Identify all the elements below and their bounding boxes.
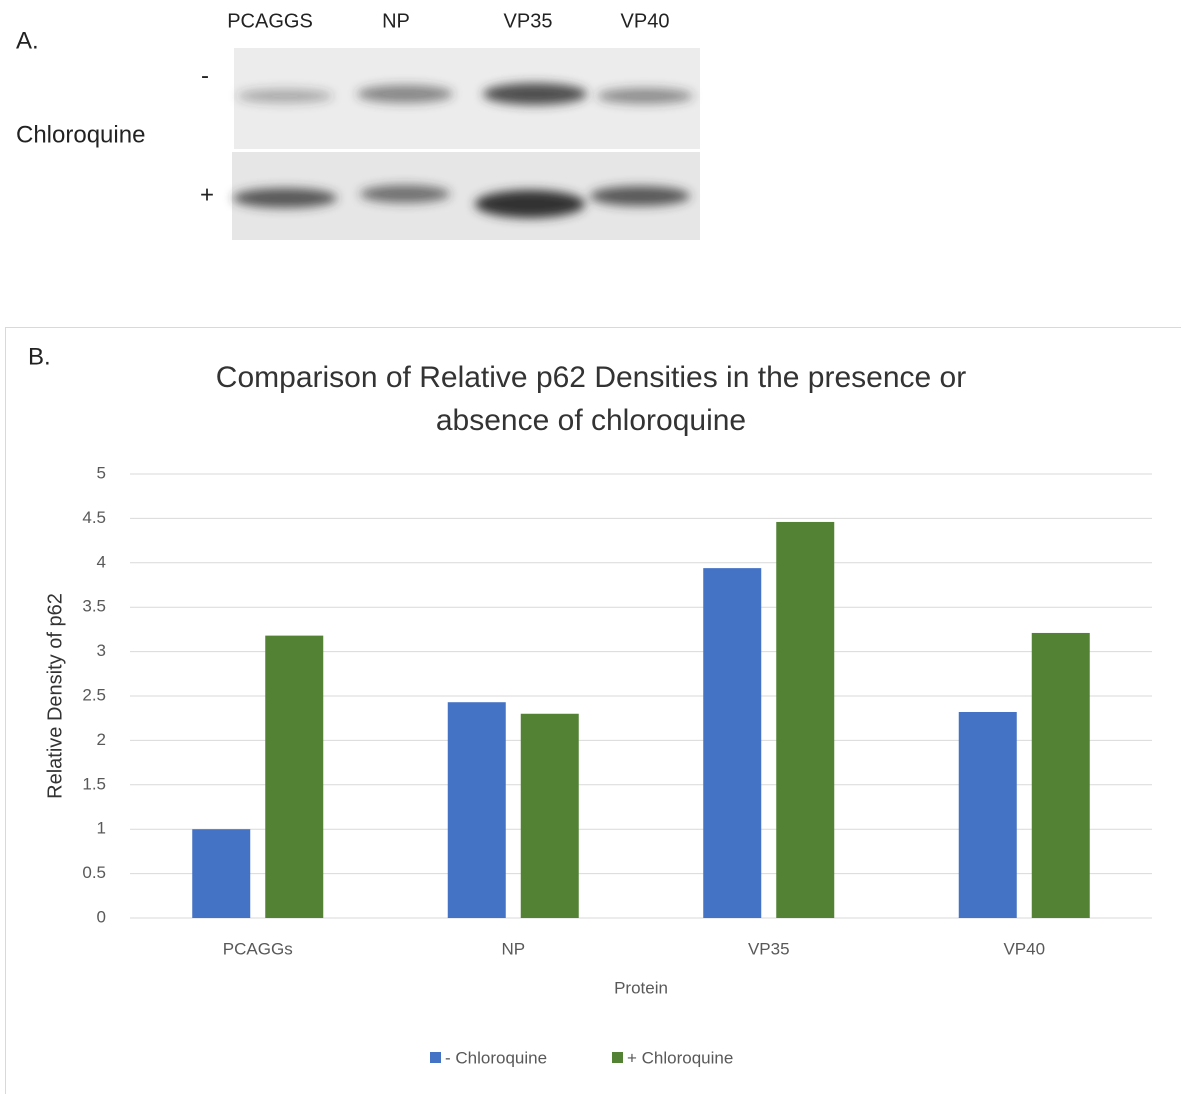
x-tick-label: VP40 <box>1003 939 1045 958</box>
panel-label: B. <box>28 343 51 370</box>
bar <box>1032 633 1090 918</box>
y-tick-label: 3.5 <box>82 597 106 616</box>
chart-title: Comparison of Relative p62 Densities in … <box>156 356 1026 442</box>
legend-label: - Chloroquine <box>445 1048 547 1067</box>
y-tick-label: 2.5 <box>82 685 106 704</box>
legend-label: + Chloroquine <box>627 1048 733 1067</box>
x-tick-label: VP35 <box>748 939 790 958</box>
y-tick-label: 1 <box>97 819 106 838</box>
blot <box>232 48 700 240</box>
y-tick-label: 0 <box>97 907 106 926</box>
y-tick-label: 4 <box>97 552 106 571</box>
y-tick-label: 2 <box>97 730 106 749</box>
bar <box>521 714 579 918</box>
bar <box>959 712 1017 918</box>
lane-label: NP <box>382 10 410 32</box>
y-tick-label: 1.5 <box>82 774 106 793</box>
chart-frame <box>6 328 1181 1094</box>
page: A. PCAGGS NP VP35 VP40 - + Chloroquine B… <box>0 0 1181 1094</box>
lane-label: PCAGGS <box>227 10 313 32</box>
bar <box>703 568 761 918</box>
lane-label: VP35 <box>504 10 553 32</box>
treatment-label: Chloroquine <box>16 121 145 148</box>
bar <box>192 829 250 918</box>
y-axis-label: Relative Density of p62 <box>44 593 66 799</box>
figure: A. PCAGGS NP VP35 VP40 - + Chloroquine B… <box>0 0 1181 1094</box>
x-tick-label: PCAGGs <box>223 939 293 958</box>
bar <box>448 702 506 918</box>
y-tick-label: 5 <box>97 463 106 482</box>
bar <box>776 522 834 918</box>
x-tick-label: NP <box>501 939 525 958</box>
y-tick-label: 4.5 <box>82 508 106 527</box>
bar <box>265 636 323 918</box>
y-tick-label: 3 <box>97 641 106 660</box>
x-axis-label: Protein <box>614 978 668 997</box>
legend-swatch <box>430 1052 441 1063</box>
legend-swatch <box>612 1052 623 1063</box>
lane-label: VP40 <box>621 10 670 32</box>
minus-label: - <box>201 62 209 89</box>
panel-label: A. <box>16 27 39 54</box>
y-tick-label: 0.5 <box>82 863 106 882</box>
plus-label: + <box>200 181 214 208</box>
